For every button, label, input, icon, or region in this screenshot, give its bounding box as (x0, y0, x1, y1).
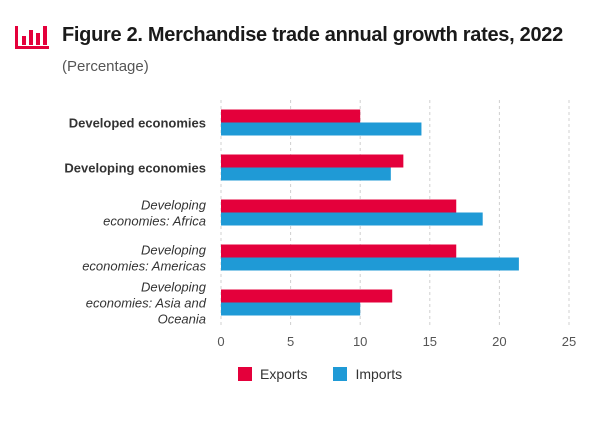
legend-swatch-exports (238, 367, 252, 381)
category-label-4-line-0: Developing (141, 280, 207, 295)
legend-label-imports: Imports (355, 366, 403, 382)
category-label-4-line-2: Oceania (158, 312, 206, 327)
chart-subtitle: (Percentage) (62, 58, 149, 75)
bar-exports-2 (221, 199, 457, 213)
legend-item-imports: Imports (333, 366, 402, 382)
bar-exports-0 (221, 109, 361, 123)
chart-header: Figure 2. Merchandise trade annual growt… (14, 20, 594, 80)
x-tick-label-3: 15 (423, 334, 437, 349)
x-tick-label-2: 10 (353, 334, 367, 349)
bar-imports-2 (221, 212, 483, 226)
chart-title: Figure 2. Merchandise trade annual growt… (62, 24, 563, 46)
x-tick-label-4: 20 (492, 334, 506, 349)
bar-imports-0 (221, 122, 422, 136)
category-label-1-line-0: Developing economies (64, 161, 206, 176)
legend-label-exports: Exports (260, 366, 308, 382)
x-tick-label-1: 5 (287, 334, 294, 349)
bar-imports-1 (221, 167, 391, 181)
bar-exports-3 (221, 244, 457, 258)
category-label-3-line-0: Developing (141, 243, 207, 258)
category-label-0-line-0: Developed economies (69, 116, 206, 131)
legend-swatch-imports (333, 367, 348, 381)
legend-item-exports: Exports (238, 366, 307, 382)
bar-chart: 0 5 10 15 20 25 Developed economies Developing … (64, 100, 576, 349)
category-label-3-line-1: economies: Americas (82, 259, 206, 274)
category-label-4-line-1: economies: Asia and (86, 296, 207, 311)
bar-imports-4 (221, 302, 361, 316)
bar-exports-4 (221, 289, 393, 303)
category-label-2-line-0: Developing (141, 198, 207, 213)
chart-legend: Exports Imports (238, 366, 402, 382)
bar-imports-3 (221, 257, 519, 271)
x-tick-label-5: 25 (562, 334, 576, 349)
bar-exports-1 (221, 154, 404, 168)
x-tick-label-0: 0 (217, 334, 224, 349)
category-label-2-line-1: economies: Africa (103, 214, 206, 229)
bar-chart-icon (15, 26, 49, 49)
